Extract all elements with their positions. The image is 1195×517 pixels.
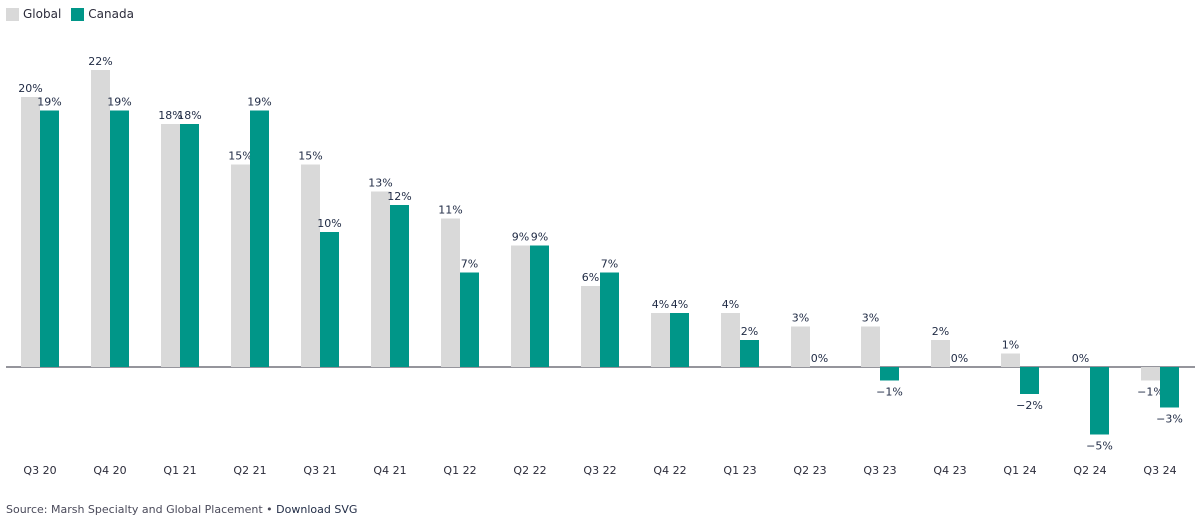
bar-global (91, 70, 110, 367)
data-label-canada: 10% (317, 217, 341, 230)
data-label-canada: 0% (811, 352, 828, 365)
bar-canada (740, 340, 759, 367)
data-label-global: 15% (298, 150, 322, 163)
data-label-global: 6% (582, 271, 599, 284)
x-tick-label: Q4 20 (93, 464, 126, 477)
bar-canada (1020, 367, 1039, 394)
data-label-global: 22% (88, 55, 112, 68)
x-tick-label: Q1 23 (723, 464, 756, 477)
x-tick-label: Q4 23 (933, 464, 966, 477)
data-label-canada: 18% (177, 109, 201, 122)
source-text: Source: Marsh Specialty and Global Place… (6, 503, 263, 516)
legend-item-global[interactable]: Global (6, 7, 61, 21)
bar-canada (390, 205, 409, 367)
bar-global (581, 286, 600, 367)
data-label-global: 13% (368, 177, 392, 190)
bar-canada (110, 110, 129, 367)
x-tick-label: Q3 22 (583, 464, 616, 477)
data-label-global: −1% (1137, 386, 1164, 399)
legend-item-canada[interactable]: Canada (71, 7, 134, 21)
bar-global (651, 313, 670, 367)
x-tick-label: Q4 21 (373, 464, 406, 477)
data-label-global: 1% (1002, 339, 1019, 352)
bar-canada (40, 110, 59, 367)
x-tick-label: Q2 24 (1073, 464, 1106, 477)
bar-canada (460, 272, 479, 367)
data-label-canada: −5% (1086, 440, 1113, 453)
data-label-canada: −2% (1016, 399, 1043, 412)
x-tick-label: Q1 22 (443, 464, 476, 477)
bar-global (371, 191, 390, 367)
data-label-canada: 7% (461, 258, 478, 271)
data-label-global: 9% (512, 231, 529, 244)
legend-label-global: Global (23, 7, 62, 21)
bar-canada (530, 245, 549, 367)
bar-canada (1090, 367, 1109, 435)
data-label-global: 2% (932, 325, 949, 338)
x-tick-label: Q3 21 (303, 464, 336, 477)
bar-global (861, 326, 880, 367)
bar-global (161, 124, 180, 367)
x-tick-label: Q3 23 (863, 464, 896, 477)
bar-global (1141, 367, 1160, 381)
bar-canada (1160, 367, 1179, 408)
bar-global (301, 164, 320, 367)
x-tick-label: Q2 23 (793, 464, 826, 477)
bar-global (721, 313, 740, 367)
data-label-global: 11% (438, 204, 462, 217)
data-label-global: 0% (1072, 352, 1089, 365)
x-tick-label: Q2 22 (513, 464, 546, 477)
bar-global (1001, 353, 1020, 367)
bar-canada (670, 313, 689, 367)
bar-canada (180, 124, 199, 367)
bar-canada (320, 232, 339, 367)
data-label-global: 4% (722, 298, 739, 311)
data-label-canada: 12% (387, 190, 411, 203)
separator-dot: • (262, 503, 277, 516)
data-label-canada: 7% (601, 258, 618, 271)
data-label-global: 20% (18, 82, 42, 95)
x-tick-label: Q1 24 (1003, 464, 1036, 477)
data-label-canada: 19% (247, 96, 271, 109)
legend-swatch-global (6, 7, 19, 21)
chart-legend: Global Canada (6, 7, 144, 21)
x-tick-label: Q4 22 (653, 464, 686, 477)
data-label-canada: 9% (531, 231, 548, 244)
x-tick-label: Q1 21 (163, 464, 196, 477)
data-label-canada: 0% (951, 352, 968, 365)
data-label-global: 4% (652, 298, 669, 311)
legend-label-canada: Canada (88, 7, 134, 21)
data-label-canada: −1% (876, 386, 903, 399)
data-label-canada: 4% (671, 298, 688, 311)
x-tick-label: Q3 20 (23, 464, 56, 477)
bar-global (21, 97, 40, 367)
bar-global (441, 218, 460, 367)
data-label-global: 15% (228, 150, 252, 163)
bar-global (931, 340, 950, 367)
data-label-global: 3% (792, 312, 809, 325)
x-tick-label: Q3 24 (1143, 464, 1176, 477)
bar-canada (880, 367, 899, 381)
bar-canada (250, 110, 269, 367)
bar-global (791, 326, 810, 367)
legend-swatch-canada (71, 7, 85, 21)
data-label-global: 18% (158, 109, 182, 122)
bar-global (511, 245, 530, 367)
bar-canada (600, 272, 619, 367)
data-label-canada: 2% (741, 325, 758, 338)
data-label-canada: 19% (37, 96, 61, 109)
data-label-canada: −3% (1156, 413, 1183, 426)
x-tick-label: Q2 21 (233, 464, 266, 477)
chart-footer: Source: Marsh Specialty and Global Place… (6, 503, 357, 516)
bar-global (231, 164, 250, 367)
download-svg-link[interactable]: Download SVG (276, 503, 358, 516)
data-label-global: 3% (862, 312, 879, 325)
data-label-canada: 19% (107, 96, 131, 109)
